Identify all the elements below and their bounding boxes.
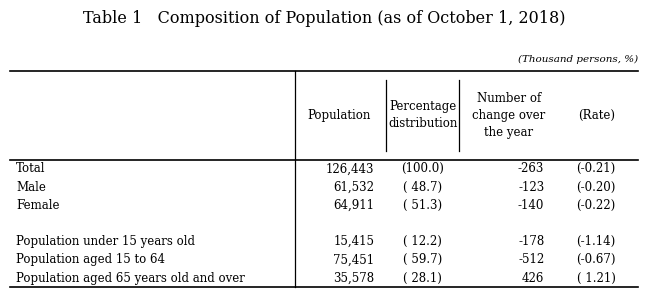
Text: 61,532: 61,532 xyxy=(334,181,375,194)
Text: Population aged 15 to 64: Population aged 15 to 64 xyxy=(16,253,165,266)
Text: Female: Female xyxy=(16,199,60,212)
Text: Table 1   Composition of Population (as of October 1, 2018): Table 1 Composition of Population (as of… xyxy=(83,10,565,27)
Text: Population: Population xyxy=(307,109,370,122)
Text: -140: -140 xyxy=(518,199,544,212)
Text: -512: -512 xyxy=(518,253,544,266)
Text: 35,578: 35,578 xyxy=(334,271,375,284)
Text: Number of
change over
the year: Number of change over the year xyxy=(472,92,546,139)
Text: (-0.21): (-0.21) xyxy=(577,163,616,176)
Text: (-0.67): (-0.67) xyxy=(577,253,616,266)
Text: (100.0): (100.0) xyxy=(401,163,445,176)
Text: (Thousand persons, %): (Thousand persons, %) xyxy=(518,55,638,64)
Text: -263: -263 xyxy=(518,163,544,176)
Text: (-0.22): (-0.22) xyxy=(577,199,616,212)
Text: -123: -123 xyxy=(518,181,544,194)
Text: 64,911: 64,911 xyxy=(334,199,375,212)
Text: ( 1.21): ( 1.21) xyxy=(577,271,616,284)
Text: 426: 426 xyxy=(522,271,544,284)
Text: Population under 15 years old: Population under 15 years old xyxy=(16,235,195,248)
Text: (-1.14): (-1.14) xyxy=(577,235,616,248)
Text: ( 51.3): ( 51.3) xyxy=(403,199,443,212)
Text: ( 28.1): ( 28.1) xyxy=(404,271,442,284)
Text: Percentage
distribution: Percentage distribution xyxy=(388,100,457,131)
Text: 75,451: 75,451 xyxy=(334,253,375,266)
Text: ( 48.7): ( 48.7) xyxy=(403,181,443,194)
Text: 15,415: 15,415 xyxy=(334,235,375,248)
Text: ( 12.2): ( 12.2) xyxy=(404,235,442,248)
Text: ( 59.7): ( 59.7) xyxy=(403,253,443,266)
Text: Population aged 65 years old and over: Population aged 65 years old and over xyxy=(16,271,245,284)
Text: Male: Male xyxy=(16,181,46,194)
Text: -178: -178 xyxy=(518,235,544,248)
Text: (Rate): (Rate) xyxy=(577,109,615,122)
Text: Total: Total xyxy=(16,163,46,176)
Text: 126,443: 126,443 xyxy=(326,163,375,176)
Text: (-0.20): (-0.20) xyxy=(577,181,616,194)
